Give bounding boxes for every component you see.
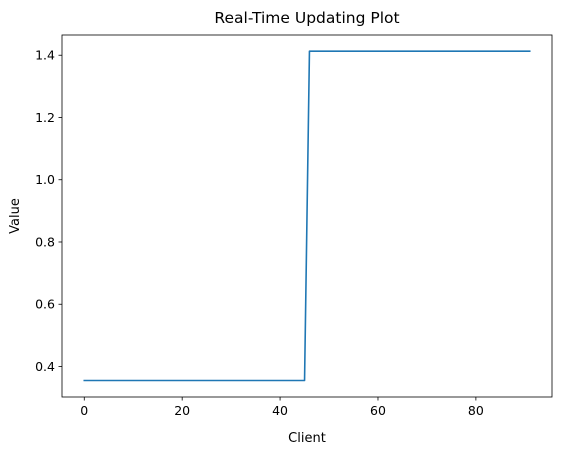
x-tick-label: 80 xyxy=(468,403,484,418)
y-tick-label: 1.2 xyxy=(35,110,55,125)
x-tick-label: 40 xyxy=(272,403,288,418)
chart-title: Real-Time Updating Plot xyxy=(214,9,399,27)
x-tick-label: 20 xyxy=(174,403,190,418)
y-axis-label: Value xyxy=(8,198,23,234)
y-tick-label: 0.8 xyxy=(35,234,55,249)
x-axis-label: Client xyxy=(288,431,326,446)
x-axis-ticks: 0 20 40 60 80 xyxy=(80,397,484,418)
x-tick-label: 60 xyxy=(370,403,386,418)
y-tick-label: 0.6 xyxy=(35,297,55,312)
y-tick-label: 0.4 xyxy=(35,359,55,374)
y-axis-ticks: 0.4 0.6 0.8 1.0 1.2 1.4 xyxy=(35,48,62,374)
x-tick-label: 0 xyxy=(80,403,88,418)
y-tick-label: 1.0 xyxy=(35,172,55,187)
y-tick-label: 1.4 xyxy=(35,48,55,63)
plot-frame xyxy=(61,34,553,398)
series-line xyxy=(83,50,531,382)
